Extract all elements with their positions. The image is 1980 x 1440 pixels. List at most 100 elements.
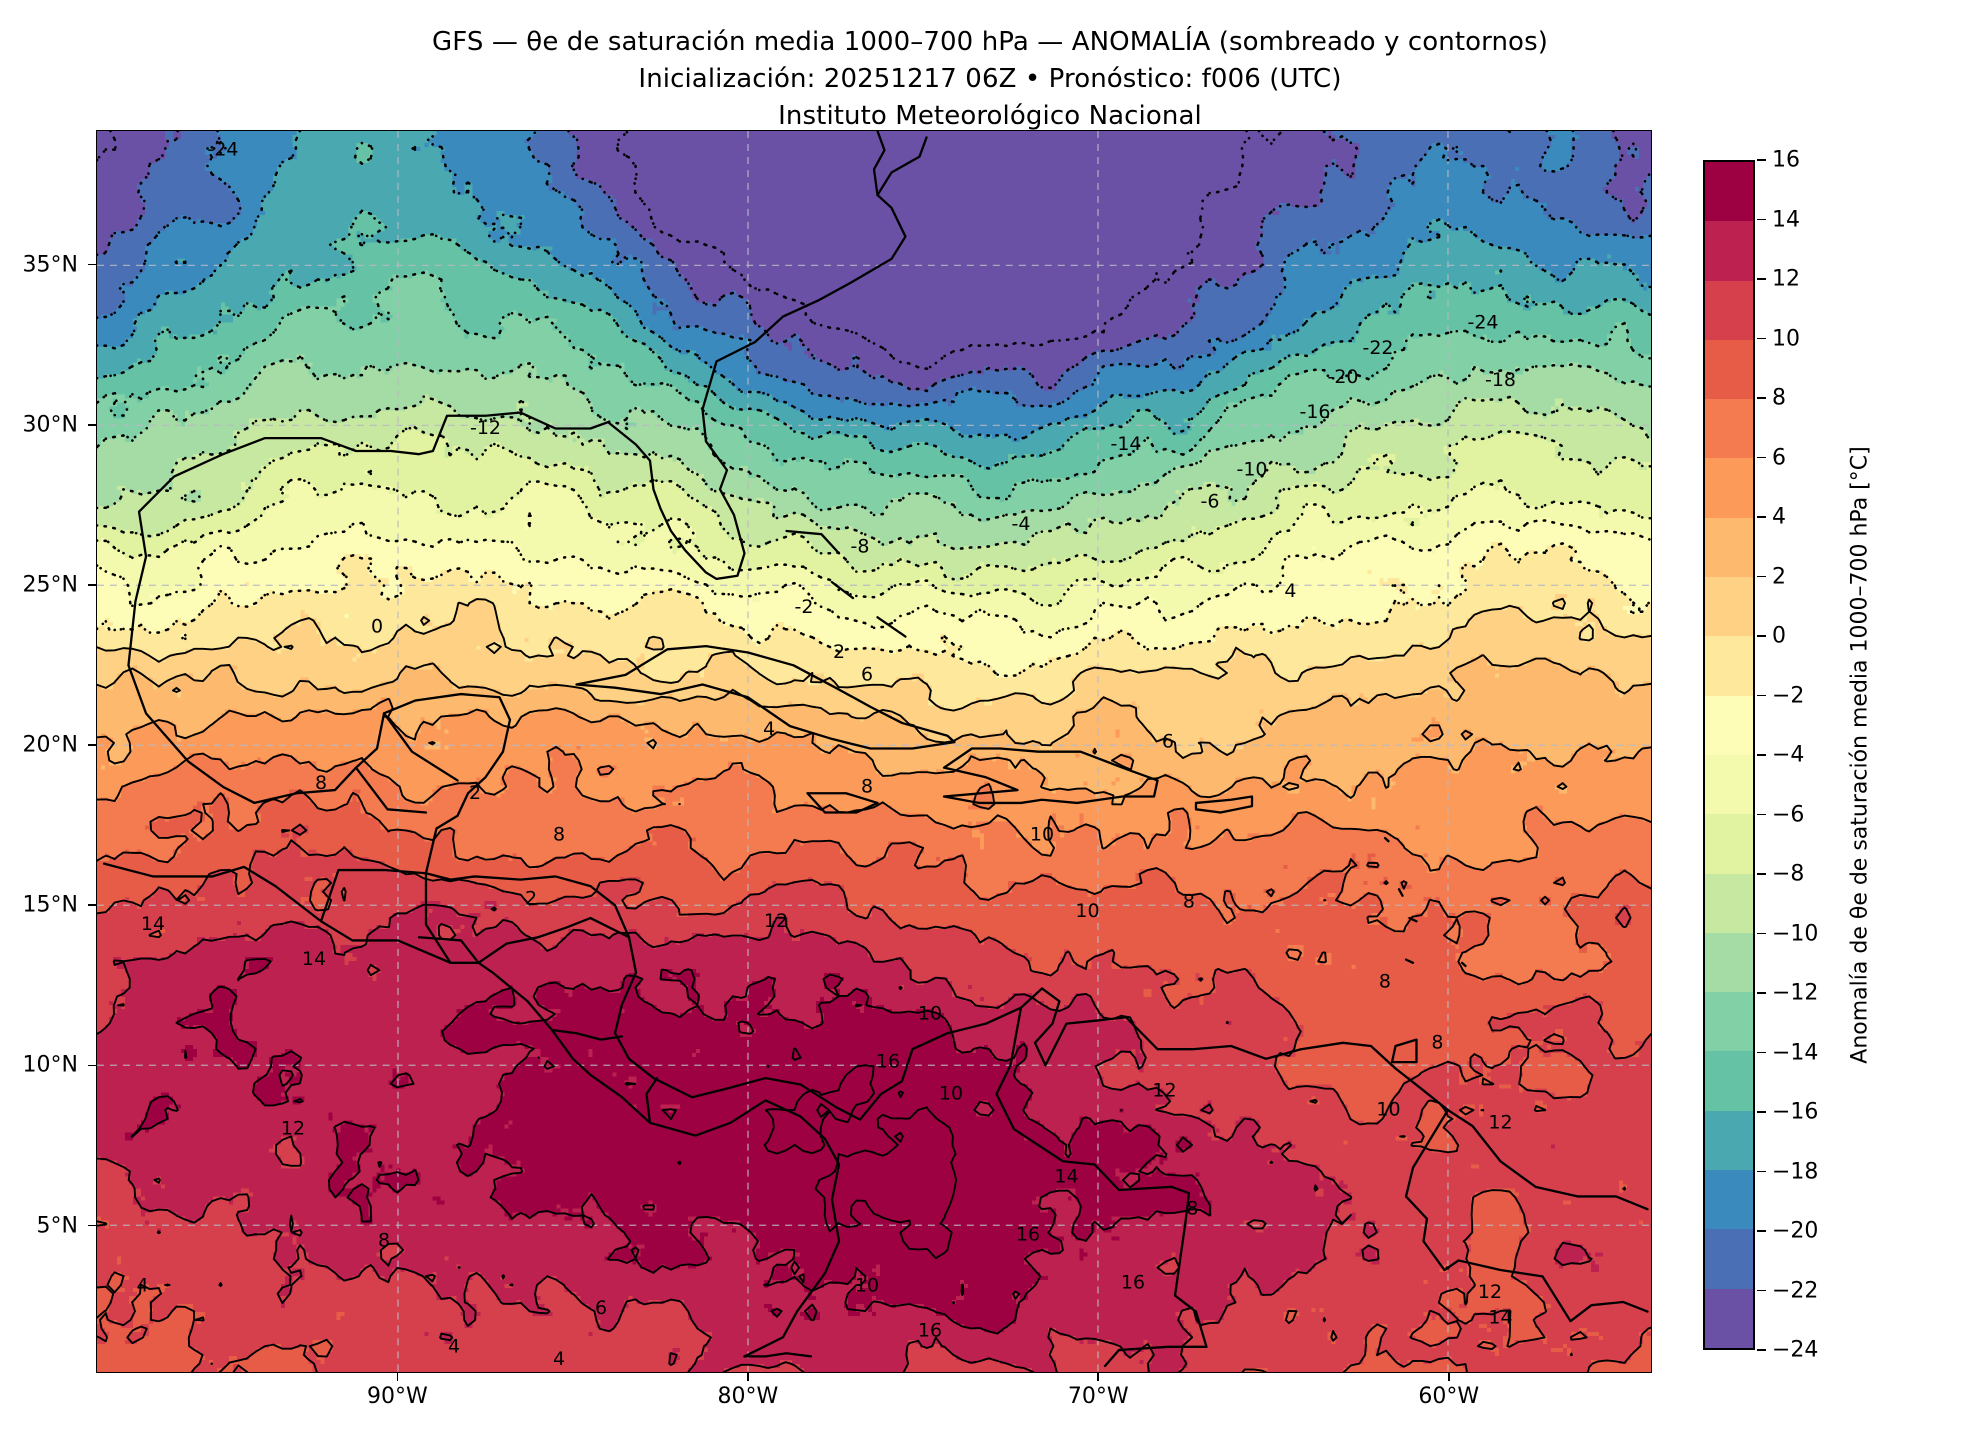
coastline-path	[743, 1352, 813, 1358]
svg-text:2: 2	[525, 887, 537, 909]
colorbar-segment	[1705, 1170, 1753, 1230]
colorbar-tick	[1757, 1230, 1766, 1232]
contour-label: 88	[378, 1230, 390, 1252]
colorbar-segment	[1705, 221, 1753, 281]
latitude-tick	[88, 904, 96, 907]
longitude-tick	[747, 1373, 749, 1381]
contour-label: 44	[1284, 580, 1296, 602]
colorbar-segment	[1705, 1288, 1753, 1348]
contour-label: 44	[136, 1275, 148, 1297]
map-plot-area[interactable]: -24-24-24-24-22-22-20-20-18-18-16-16-14-…	[96, 130, 1652, 1373]
svg-text:6: 6	[1162, 731, 1174, 753]
coastline-path	[942, 747, 1159, 805]
colorbar-tick-label: 14	[1772, 207, 1800, 232]
contour-label: -24-24	[1467, 311, 1498, 333]
contour-label: 66	[861, 663, 873, 685]
contour-label: 22	[833, 641, 845, 663]
latitude-tick-label: 5°N	[36, 1213, 78, 1239]
svg-text:6: 6	[861, 663, 873, 685]
colorbar-tick	[1757, 635, 1766, 637]
colorbar-segment	[1705, 814, 1753, 874]
svg-text:2: 2	[469, 782, 481, 804]
colorbar-tick-label: −6	[1772, 802, 1805, 827]
svg-text:14: 14	[1054, 1166, 1078, 1188]
svg-text:4: 4	[136, 1275, 148, 1297]
svg-text:10: 10	[1376, 1099, 1400, 1121]
colorbar-segment	[1705, 339, 1753, 400]
colorbar-tick-label: 8	[1772, 385, 1786, 411]
svg-text:0: 0	[371, 615, 383, 637]
colorbar-tick	[1757, 397, 1766, 399]
longitude-tick-label: 80°W	[717, 1384, 779, 1409]
contour-label: -8-8	[851, 535, 870, 557]
colorbar-tick-label: −16	[1772, 1099, 1819, 1125]
longitude-tick	[1447, 1373, 1450, 1381]
latitude-tick	[88, 744, 96, 746]
svg-text:6: 6	[595, 1297, 607, 1319]
colorbar-tick-label: −18	[1772, 1159, 1819, 1184]
coastline-path	[417, 936, 480, 964]
colorbar-tick-label: −4	[1772, 742, 1805, 768]
anomaly-shading-layer	[97, 131, 1651, 1372]
contour-label: -12-12	[470, 417, 501, 439]
colorbar-segment	[1705, 162, 1753, 222]
contour-label: -2-2	[795, 596, 814, 618]
colorbar-segment	[1705, 932, 1753, 993]
colorbar-tick-label: −2	[1772, 683, 1805, 708]
contour-negative	[97, 131, 1651, 393]
colorbar-tick	[1757, 873, 1766, 875]
contour-label: 22	[469, 782, 481, 804]
coastline-path	[550, 1028, 624, 1041]
latitude-tick	[88, 423, 96, 426]
longitude-tick-label: 60°W	[1418, 1384, 1480, 1409]
contour-label: 00	[371, 615, 383, 637]
coastline-path	[127, 555, 1649, 1211]
svg-text:12: 12	[281, 1118, 305, 1140]
latitude-tick-label: 10°N	[22, 1052, 78, 1078]
colorbar-tick	[1757, 1170, 1766, 1173]
colorbar-segment	[1705, 695, 1753, 755]
latitude-tick-label: 30°N	[22, 412, 78, 438]
colorbar-segment	[1705, 1051, 1753, 1111]
colorbar-tick-label: −20	[1772, 1218, 1819, 1244]
svg-text:14: 14	[1488, 1306, 1512, 1328]
colorbar-segment	[1705, 754, 1753, 815]
contour-negative	[97, 426, 1651, 581]
colorbar-tick-label: 0	[1772, 623, 1786, 649]
colorbar-tick-label: −14	[1772, 1040, 1819, 1065]
contour-label: -14-14	[1110, 433, 1141, 455]
colorbar-tick-label: 4	[1772, 504, 1786, 530]
svg-text:8: 8	[553, 823, 565, 845]
svg-text:10: 10	[918, 1003, 942, 1025]
coastline-path	[1390, 1038, 1418, 1064]
colorbar-tick	[1757, 992, 1766, 994]
latitude-tick-label: 35°N	[22, 252, 78, 278]
svg-text:8: 8	[1379, 971, 1391, 993]
colorbar[interactable]	[1703, 160, 1755, 1350]
coastline-path	[102, 862, 841, 1358]
svg-text:-12: -12	[470, 417, 501, 439]
contour-label: 88	[1186, 1198, 1198, 1220]
coastline-path	[477, 916, 631, 964]
colorbar-segment	[1705, 399, 1753, 459]
svg-text:10: 10	[1075, 900, 1099, 922]
page-title: GFS — θe de saturación media 1000–700 hP…	[432, 27, 1548, 57]
contour-label: 88	[1183, 891, 1195, 913]
contour-label: 44	[553, 1348, 565, 1370]
svg-text:4: 4	[763, 718, 775, 740]
coastline-path	[1194, 795, 1254, 814]
latitude-tick-label: 15°N	[22, 892, 78, 918]
contour-label: -22-22	[1362, 337, 1393, 359]
colorbar-tick	[1757, 159, 1766, 161]
coastlines-group	[102, 131, 1649, 1368]
contour-positive	[97, 903, 1593, 1372]
contour-label: -10-10	[1236, 459, 1267, 481]
contour-negative	[97, 355, 1651, 522]
colorbar-tick	[1757, 337, 1766, 340]
colorbar-tick-label: 6	[1772, 445, 1786, 470]
